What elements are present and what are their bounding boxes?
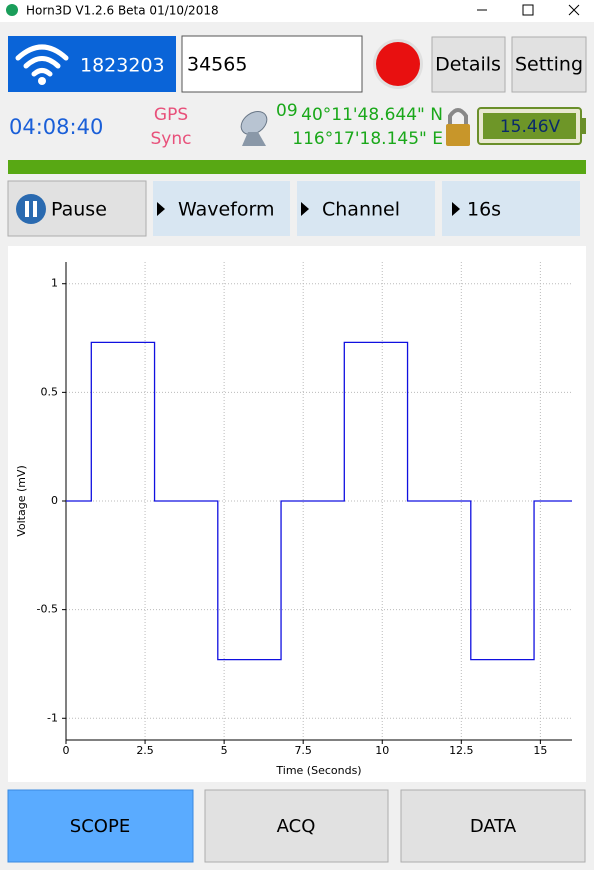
x-axis-label: Time (Seconds) <box>275 764 361 777</box>
x-tick-label: 10 <box>375 744 389 757</box>
wifi-dot <box>38 77 46 85</box>
x-tick-label: 2.5 <box>136 744 154 757</box>
tab-acq[interactable] <box>204 789 389 863</box>
title-bar <box>0 0 594 22</box>
battery-tip <box>581 118 586 134</box>
progress-bar <box>8 160 586 174</box>
channel-label: Channel <box>322 199 400 221</box>
x-tick-label: 15 <box>533 744 547 757</box>
x-tick-label: 7.5 <box>294 744 312 757</box>
latitude: 40°11'48.644" N <box>301 105 443 125</box>
window-title: Horn3D V1.2.6 Beta 01/10/2018 <box>26 4 219 18</box>
y-tick-label: -0.5 <box>37 603 58 616</box>
channel-button[interactable] <box>297 181 435 236</box>
record-button[interactable] <box>376 42 420 86</box>
tab-scope[interactable] <box>7 789 194 863</box>
wifi-icon <box>15 44 69 77</box>
waveform-label: Waveform <box>178 199 274 221</box>
arrow <box>301 202 309 216</box>
tab-label: ACQ <box>277 816 316 837</box>
close[interactable] <box>568 4 580 16</box>
waveform-line <box>66 341 572 661</box>
duration-label: 16s <box>467 199 501 221</box>
y-tick-label: 0 <box>51 494 58 507</box>
tab-label: DATA <box>470 816 517 837</box>
device-id: 1823203 <box>80 55 165 77</box>
text-input[interactable] <box>181 35 363 93</box>
satellite-count: 09 <box>276 101 298 121</box>
pause-bar <box>33 201 37 217</box>
app-icon <box>6 4 18 16</box>
tab-data[interactable] <box>400 789 586 863</box>
y-tick-label: 0.5 <box>41 385 59 398</box>
x-tick-label: 5 <box>221 744 228 757</box>
y-tick-label: -1 <box>47 711 58 724</box>
arrow <box>157 202 165 216</box>
maximize[interactable] <box>522 4 534 16</box>
y-axis-label: Voltage (mV) <box>15 465 28 537</box>
lock-icon <box>446 108 470 146</box>
tab-label: SCOPE <box>70 816 130 837</box>
pause-label: Pause <box>51 199 107 221</box>
duration-button[interactable] <box>442 181 580 236</box>
pause-icon <box>16 194 46 224</box>
satellite-icon <box>240 111 268 146</box>
arrow <box>452 202 460 216</box>
details-button[interactable] <box>431 36 506 93</box>
clock: 04:08:40 <box>9 115 103 139</box>
x-tick-label: 0 <box>63 744 70 757</box>
x-tick-label: 12.5 <box>449 744 474 757</box>
details-label: Details <box>435 54 501 76</box>
chart-panel <box>8 246 586 782</box>
battery-level <box>483 113 576 139</box>
input-value: 34565 <box>187 54 247 76</box>
pause-bar <box>25 201 29 217</box>
setting-label: Setting <box>515 54 583 76</box>
battery-voltage: 15.46V <box>500 117 561 137</box>
gps-label: GPS <box>154 105 188 125</box>
waveform-button[interactable] <box>153 181 290 236</box>
sync-label: Sync <box>151 129 192 149</box>
setting-button[interactable] <box>511 36 587 93</box>
y-tick-label: 1 <box>51 277 58 290</box>
longitude: 116°17'18.145" E <box>292 129 443 149</box>
